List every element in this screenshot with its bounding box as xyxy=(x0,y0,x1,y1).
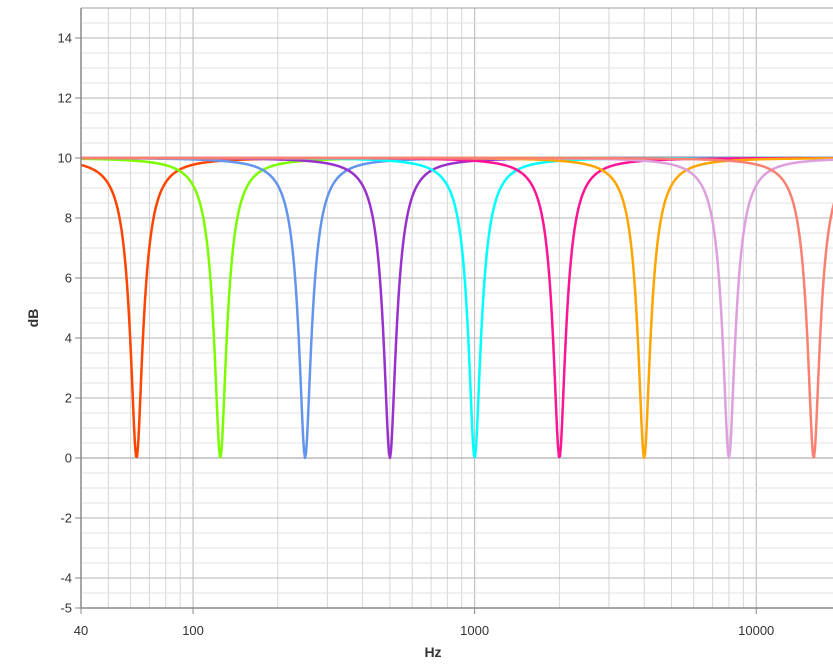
y-tick-label: -5 xyxy=(60,601,72,616)
x-tick-label: 1000 xyxy=(460,623,489,638)
y-tick-labels: -5 -4 -2 0 2 4 6 8 10 12 14 xyxy=(58,31,81,616)
y-tick-label: 4 xyxy=(65,331,72,346)
x-tick-labels: 40 100 1000 10000 xyxy=(74,608,774,638)
plot-frame xyxy=(80,7,833,609)
y-tick-label: 8 xyxy=(65,211,72,226)
grid xyxy=(81,8,833,608)
x-tick-label: 10000 xyxy=(738,623,774,638)
y-tick-label: -4 xyxy=(60,571,72,586)
y-tick-label: 6 xyxy=(65,271,72,286)
y-axis-title: dB xyxy=(25,309,41,328)
y-tick-label: 12 xyxy=(58,91,72,106)
x-tick-label: 40 xyxy=(74,623,88,638)
x-axis-title: Hz xyxy=(424,644,441,660)
eq-band-curve-9 xyxy=(81,156,833,459)
curves xyxy=(81,156,833,460)
y-tick-label: 14 xyxy=(58,31,72,46)
y-tick-label: -2 xyxy=(60,511,72,526)
y-tick-label: 2 xyxy=(65,391,72,406)
x-tick-label: 100 xyxy=(182,623,204,638)
y-tick-label: 10 xyxy=(58,151,72,166)
y-tick-label: 0 xyxy=(65,451,72,466)
